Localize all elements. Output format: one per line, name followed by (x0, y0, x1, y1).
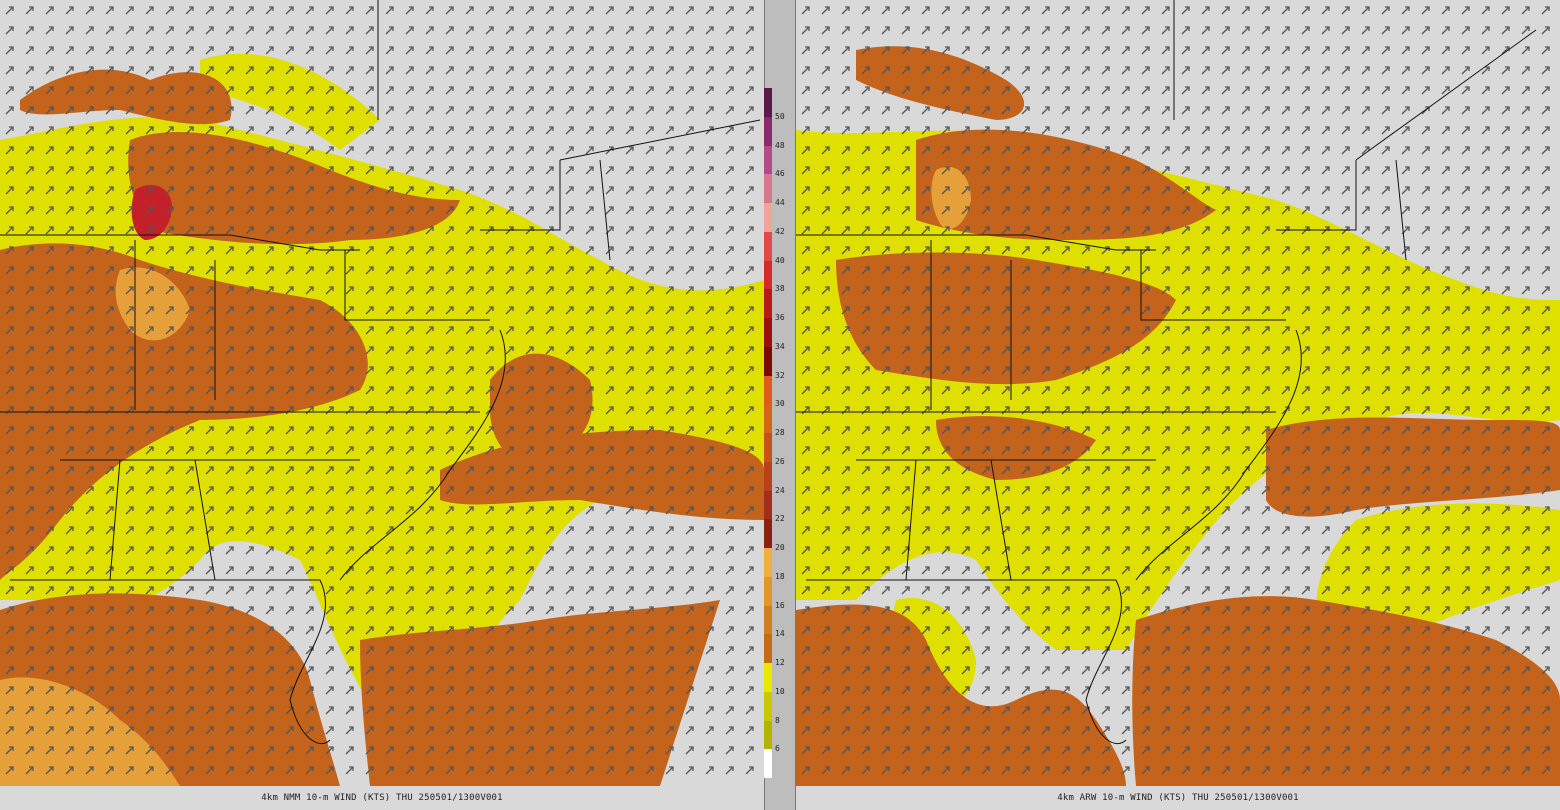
arw-caption: 4km ARW 10-m WIND (KTS) THU 250501/1300V… (1057, 793, 1299, 803)
colorbar-label: 24 (775, 485, 785, 495)
colorbar-swatch (764, 404, 772, 434)
colorbar-swatch (764, 548, 772, 577)
colorbar-swatch (764, 576, 772, 606)
colorbar-swatch (764, 605, 772, 635)
colorbar-label: 50 (775, 111, 785, 121)
colorbar-swatch (764, 174, 772, 204)
colorbar-label: 32 (775, 370, 785, 380)
colorbar-swatch (764, 490, 772, 520)
colorbar-swatch (764, 749, 772, 779)
arw-wind-panel: 4km ARW 10-m WIND (KTS) THU 250501/1300V… (796, 0, 1560, 810)
colorbar-swatch (764, 634, 772, 664)
colorbar-label: 30 (775, 399, 785, 409)
colorbar-label: 28 (775, 428, 785, 437)
colorbar-label: 18 (775, 571, 785, 581)
political-boundaries (0, 0, 761, 745)
colorbar-label: 26 (775, 456, 785, 466)
colorbar-label: 12 (775, 658, 785, 667)
colorbar-label: 46 (775, 169, 785, 179)
colorbar-swatch (764, 231, 772, 261)
colorbar-swatch (764, 318, 772, 347)
colorbar-swatch (764, 346, 772, 376)
wind-vector-arrows (0, 0, 764, 786)
wind-vector-arrows (796, 0, 1560, 786)
colorbar-label: 40 (775, 255, 785, 265)
nmm-wind-map (0, 0, 764, 786)
colorbar-swatch (764, 461, 772, 491)
nmm-wind-panel: 4km NMM 10-m WIND (KTS) THU 250501/1300V… (0, 0, 764, 810)
colorbar-label: 48 (775, 140, 785, 150)
colorbar-label: 8 (775, 715, 780, 725)
panel-divider (795, 0, 796, 810)
colorbar-label: 6 (775, 744, 780, 754)
colorbar-swatch (764, 691, 772, 721)
colorbar-label: 20 (775, 543, 785, 552)
colorbar-label: 44 (775, 198, 785, 207)
colorbar-label: 36 (775, 313, 785, 322)
nmm-caption: 4km NMM 10-m WIND (KTS) THU 250501/1300V… (261, 793, 503, 803)
wind-speed-colorbar: 50 48 46 44 42 40 38 36 34 32 30 28 26 24 22 20 18 16 14 12… (764, 88, 796, 779)
colorbar-label: 34 (775, 341, 785, 351)
colorbar-label: 38 (775, 284, 785, 294)
colorbar-label: 42 (775, 226, 785, 236)
political-boundaries (796, 0, 1537, 745)
colorbar-swatch (764, 663, 772, 692)
colorbar-swatch (764, 720, 772, 750)
colorbar-swatch (764, 433, 772, 462)
colorbar-label: 22 (775, 514, 785, 524)
colorbar-swatch (764, 88, 772, 117)
colorbar-label: 16 (775, 600, 785, 610)
colorbar-swatch (764, 116, 772, 146)
arw-wind-map (796, 0, 1560, 786)
colorbar-swatch (764, 375, 772, 405)
colorbar-label: 14 (775, 629, 785, 639)
colorbar-swatch (764, 519, 772, 549)
colorbar-swatch (764, 289, 772, 319)
colorbar-label: 10 (775, 686, 785, 696)
colorbar-swatch (764, 260, 772, 290)
colorbar-swatch (764, 145, 772, 175)
colorbar-swatch (764, 203, 772, 232)
